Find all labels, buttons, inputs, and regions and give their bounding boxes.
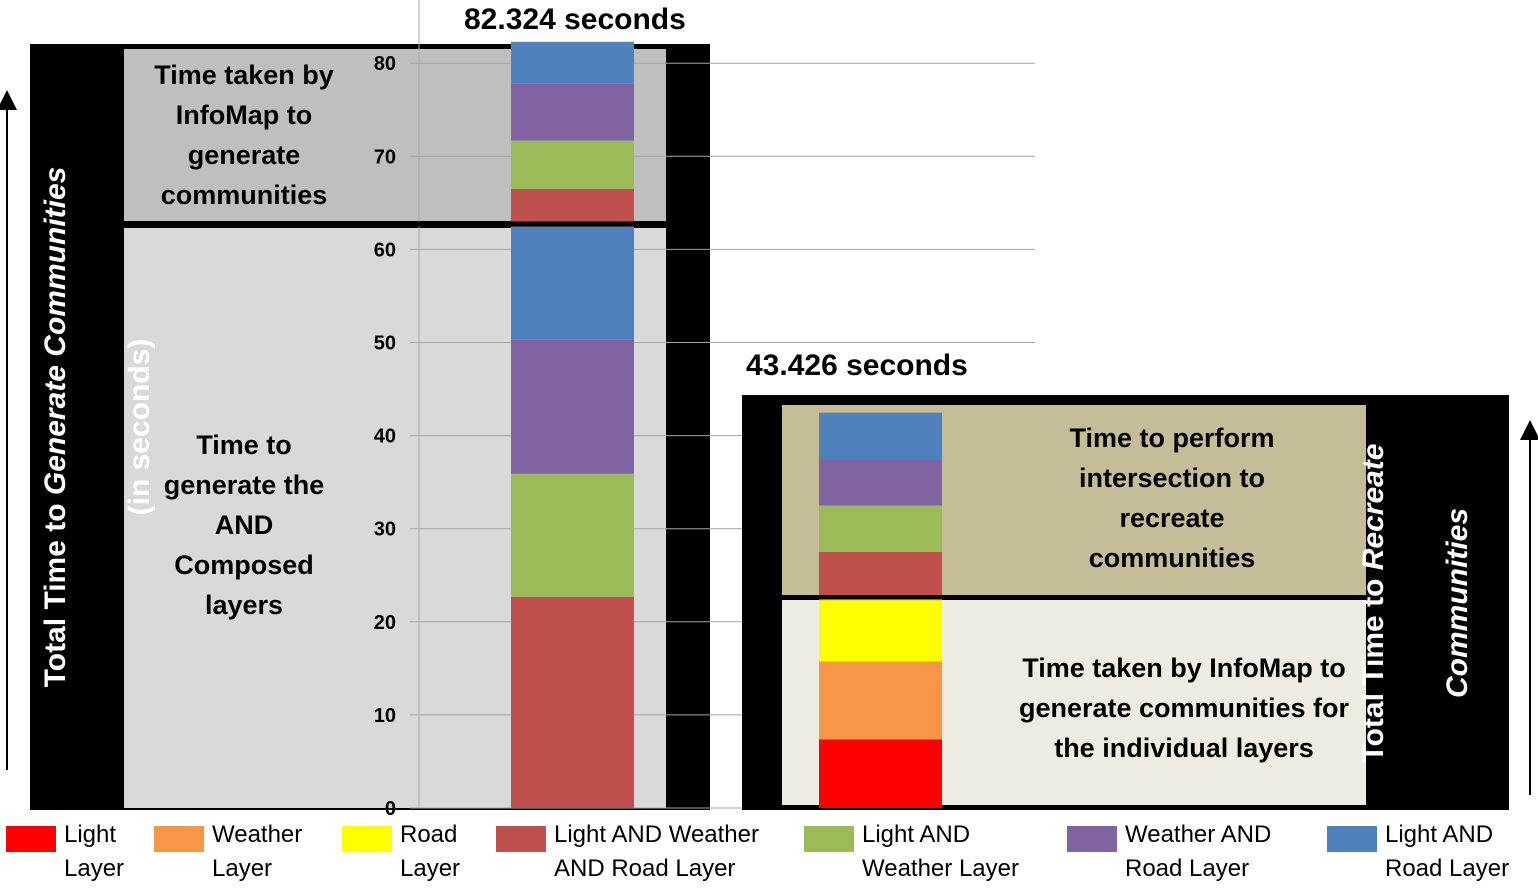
legend-swatch <box>1327 826 1377 852</box>
left-bar-segment <box>511 596 634 808</box>
right-region-intersection-label: Time to perform intersection to recreate… <box>1069 423 1275 573</box>
right-region-infomap-individual-label: Time taken by InfoMap to generate commun… <box>1018 653 1350 763</box>
right-bar-segment <box>819 551 942 601</box>
left-bar-segment <box>511 473 634 597</box>
left-y-tick-label: 30 <box>374 519 396 541</box>
legend-label: Road Layer <box>400 821 461 882</box>
left-y-tick-label: 80 <box>374 53 396 75</box>
right-bar-segment <box>819 661 942 740</box>
left-bar-segment <box>511 339 634 474</box>
left-bar-segment <box>511 140 634 189</box>
legend-item: Light Layer <box>6 818 124 886</box>
legend-item: Light AND Weather AND Road Layer <box>496 818 759 886</box>
legend-swatch <box>496 826 546 852</box>
right-total-label: 43.426 seconds <box>746 349 968 382</box>
left-y-tick-label: 60 <box>374 239 396 261</box>
legend-item: Road Layer <box>342 818 460 886</box>
left-region-and-composed-label: Time to generate the AND Composed layers <box>163 430 325 620</box>
left-bar-segment <box>511 83 634 141</box>
legend-item: Light AND Road Layer <box>1327 818 1509 886</box>
right-bar-segment <box>819 459 942 506</box>
legend-label: Light AND Weather Layer <box>862 821 1019 882</box>
legend-label: Light AND Road Layer <box>1385 821 1510 882</box>
legend-swatch <box>6 826 56 852</box>
left-total-label: 82.324 seconds <box>464 3 686 36</box>
left-bar-segment <box>511 41 634 84</box>
left-y-tick-label: 50 <box>374 333 396 355</box>
legend-label: Light AND Weather AND Road Layer <box>554 821 759 882</box>
legend-label: Weather Layer <box>212 821 303 882</box>
legend-swatch <box>804 826 854 852</box>
left-bar-segment <box>511 221 634 340</box>
right-bar-segment <box>819 739 942 808</box>
left-bar-segment <box>511 188 634 222</box>
legend-swatch <box>154 826 204 852</box>
left-region-infomap-label: Time taken by InfoMap to generate commun… <box>154 60 334 210</box>
legend-swatch <box>1067 826 1117 852</box>
right-bar-segment <box>819 505 942 552</box>
right-bar-segment <box>819 600 942 662</box>
left-y-tick-label: 20 <box>374 612 396 634</box>
left-y-tick-label: 40 <box>374 426 396 448</box>
left-y-tick-label: 70 <box>374 146 396 168</box>
legend-item: Light AND Weather Layer <box>804 818 1019 886</box>
legend-item: Weather AND Road Layer <box>1067 818 1271 886</box>
right-bar-segment <box>819 412 942 460</box>
legend-swatch <box>342 826 392 852</box>
left-y-tick-label: 10 <box>374 705 396 727</box>
legend-label: Weather AND Road Layer <box>1125 821 1272 882</box>
legend-label: Light Layer <box>64 821 125 882</box>
legend-item: Weather Layer <box>154 818 302 886</box>
left-y-tick-label: 0 <box>385 798 396 820</box>
